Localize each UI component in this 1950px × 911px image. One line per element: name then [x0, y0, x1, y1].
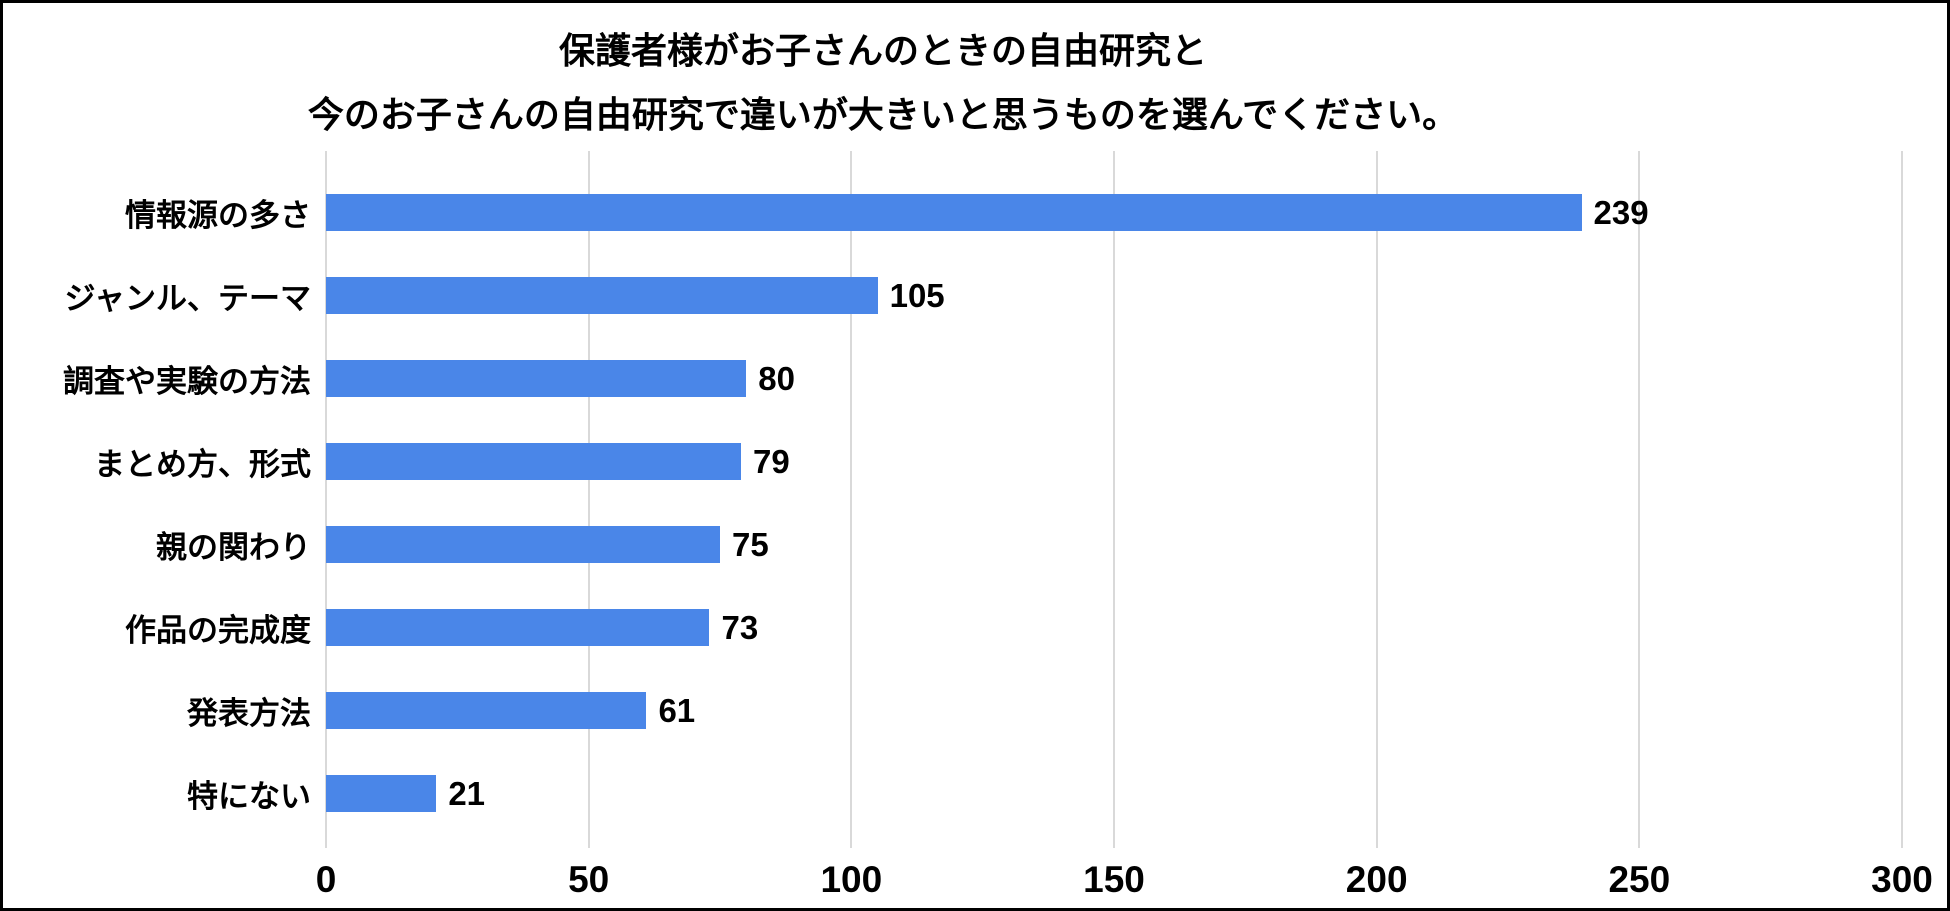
- bar-row: ジャンル、テーマ 105: [3, 254, 1947, 337]
- category-label: 調査や実験の方法: [63, 364, 311, 399]
- category-label: 親の関わり: [156, 530, 311, 565]
- bar: [326, 526, 720, 563]
- bar-row: 親の関わり 75: [3, 503, 1947, 586]
- bar: [326, 775, 437, 812]
- category-label: 情報源の多さ: [125, 198, 311, 233]
- bar: [326, 609, 710, 646]
- bar-track: 239: [326, 194, 1902, 231]
- bar-track: 75: [326, 526, 1902, 563]
- category-label: 特にない: [187, 779, 311, 814]
- bar-track: 80: [326, 360, 1902, 397]
- bar-track: 105: [326, 277, 1902, 314]
- bar: [326, 277, 878, 314]
- bar-row: 情報源の多さ 239: [3, 171, 1947, 254]
- gridline: [587, 151, 590, 848]
- chart-title: 保護者様がお子さんのときの自由研究と 今のお子さんの自由研究で違いが大きいと思う…: [3, 19, 1763, 147]
- gridline: [850, 151, 853, 848]
- chart-title-line-2: 今のお子さんの自由研究で違いが大きいと思うものを選んでください。: [307, 94, 1459, 135]
- bar-row: 作品の完成度 73: [3, 586, 1947, 669]
- value-label: 105: [889, 276, 945, 314]
- bar-rows: 情報源の多さ 239 ジャンル、テーマ 105 調査や実験の方法 80 まとめ方、形式 79 親…: [3, 171, 1947, 835]
- value-label: 80: [758, 359, 795, 397]
- bar-track: 21: [326, 775, 1902, 812]
- gridline: [1901, 151, 1903, 848]
- x-tick-label: 200: [1345, 859, 1408, 900]
- bar-track: 73: [326, 609, 1902, 646]
- bar: [326, 443, 741, 480]
- category-label: まとめ方、形式: [94, 447, 311, 482]
- bar-track: 61: [326, 692, 1902, 729]
- value-label: 75: [732, 525, 769, 563]
- bar-row: 調査や実験の方法 80: [3, 337, 1947, 420]
- value-label: 79: [753, 442, 790, 480]
- x-tick-label: 50: [568, 859, 610, 900]
- x-tick-label: 150: [1083, 859, 1145, 900]
- bar-row: 特にない 21: [3, 752, 1947, 835]
- value-label: 239: [1593, 193, 1649, 231]
- bar-row: まとめ方、形式 79: [3, 420, 1947, 503]
- x-axis: 0 50 100 150 200 250 300: [316, 859, 1933, 905]
- gridline: [325, 151, 327, 848]
- chart-title-line-1: 保護者様がお子さんのときの自由研究と: [558, 30, 1207, 71]
- gridline: [1375, 151, 1378, 848]
- value-label: 73: [721, 608, 759, 646]
- bar-row: 発表方法 61: [3, 669, 1947, 752]
- x-tick-label: 100: [820, 859, 883, 900]
- bar: [326, 194, 1582, 231]
- gridline: [1638, 151, 1641, 848]
- category-label: 作品の完成度: [125, 613, 311, 648]
- value-label: 61: [658, 691, 696, 729]
- gridline: [1113, 151, 1115, 848]
- value-label: 21: [448, 774, 486, 812]
- x-tick-label: 300: [1871, 859, 1933, 900]
- x-tick-label: 250: [1608, 859, 1671, 900]
- plot-area: [325, 151, 1903, 848]
- x-tick-label: 0: [315, 859, 337, 900]
- bar: [326, 360, 747, 397]
- category-label: 発表方法: [187, 696, 311, 731]
- bar: [326, 692, 647, 729]
- bar-track: 79: [326, 443, 1902, 480]
- category-label: ジャンル、テーマ: [64, 281, 311, 316]
